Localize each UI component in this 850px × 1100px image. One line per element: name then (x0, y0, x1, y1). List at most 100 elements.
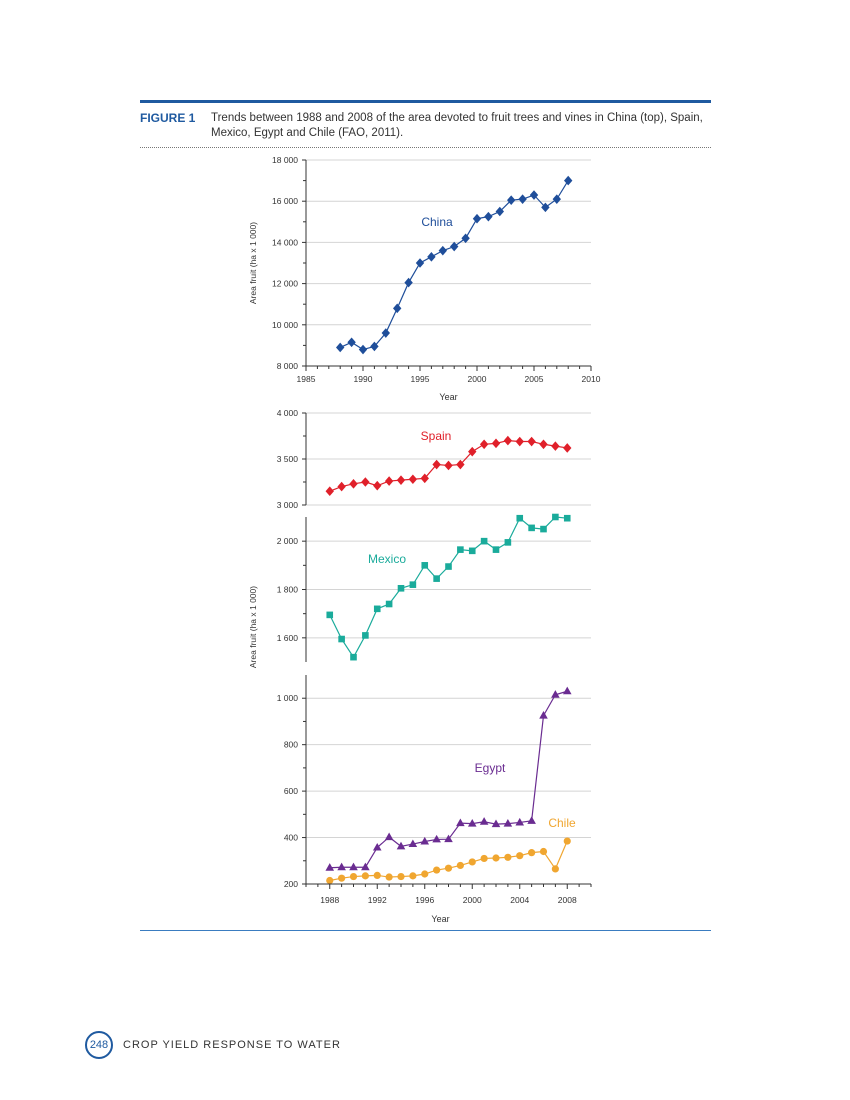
data-point-egypt (456, 818, 465, 827)
data-point-chile (409, 872, 417, 880)
data-point-mexico (445, 563, 452, 570)
data-point-egypt (408, 839, 418, 848)
data-point-mexico (540, 525, 547, 533)
data-point-egypt (372, 842, 382, 851)
data-point-china (541, 202, 550, 213)
data-point-china (381, 328, 390, 338)
data-point-china (347, 337, 356, 348)
data-point-chile (397, 872, 405, 881)
series-line-china (339, 180, 569, 351)
x-tick-label: 1985 (297, 374, 316, 384)
data-point-mexico (385, 600, 393, 608)
data-point-spain (444, 460, 453, 471)
data-point-mexico (468, 547, 476, 555)
y-tick-label: 12 000 (272, 279, 298, 289)
series-label-chile: Chile (548, 816, 576, 830)
data-point-spain (361, 477, 370, 487)
data-point-spain (468, 446, 477, 457)
x-tick-label: 2005 (525, 374, 544, 384)
data-point-china (358, 344, 368, 355)
x-axis-label: Year (431, 914, 449, 924)
data-point-china (404, 277, 413, 288)
data-point-spain (456, 459, 465, 470)
data-point-china (415, 258, 425, 268)
data-point-spain (408, 474, 418, 485)
data-point-china (370, 341, 379, 352)
y-tick-label: 8 000 (277, 361, 299, 371)
data-point-spain (479, 439, 489, 450)
y-tick-label: 2 000 (277, 536, 299, 546)
y-tick-label: 600 (284, 786, 298, 796)
data-point-mexico (397, 584, 405, 592)
data-point-egypt (467, 819, 477, 827)
data-point-egypt (527, 816, 536, 824)
series-label-mexico: Mexico (368, 552, 406, 566)
series-label-spain: Spain (421, 429, 452, 443)
data-point-egypt (551, 690, 560, 698)
data-point-chile (539, 847, 548, 856)
y-tick-label: 1 800 (277, 585, 299, 595)
running-title: CROP YIELD RESPONSE TO WATER (123, 1039, 341, 1051)
x-tick-label: 1988 (320, 895, 339, 905)
data-point-mexico (433, 575, 440, 582)
y-tick-label: 16 000 (272, 196, 298, 206)
data-point-spain (503, 435, 513, 446)
data-point-mexico (504, 539, 512, 546)
data-point-spain (396, 475, 406, 485)
data-point-mexico (563, 514, 571, 522)
data-point-spain (491, 438, 501, 449)
y-tick-label: 400 (284, 833, 298, 843)
data-point-mexico (338, 635, 345, 643)
data-point-mexico (350, 653, 357, 661)
figure-top-rule (140, 100, 711, 103)
data-point-egypt (539, 711, 548, 719)
data-point-chile (338, 874, 346, 882)
data-point-chile (326, 876, 334, 885)
data-point-chile (385, 873, 393, 881)
figure-caption: Trends between 1988 and 2008 of the area… (211, 112, 703, 139)
data-point-egypt (384, 832, 394, 841)
data-point-chile (492, 854, 500, 862)
series-label-egypt: Egypt (475, 761, 506, 775)
data-point-chile (528, 849, 536, 857)
y-axis-label: Area fruit (ha x 1 000) (248, 586, 258, 668)
x-tick-label: 1995 (411, 374, 430, 384)
y-tick-label: 4 000 (277, 408, 299, 418)
data-point-mexico (457, 546, 464, 553)
data-point-china (336, 342, 345, 353)
data-point-spain (337, 481, 346, 492)
x-tick-label: 2010 (582, 374, 601, 384)
y-tick-label: 1 000 (277, 693, 299, 703)
x-tick-label: 1996 (415, 895, 434, 905)
caption-divider (140, 147, 711, 148)
data-point-egypt (503, 819, 513, 827)
data-point-spain (551, 441, 560, 451)
data-point-mexico (528, 524, 535, 532)
data-point-spain (515, 436, 524, 447)
y-tick-label: 1 600 (277, 633, 299, 643)
data-point-china (472, 213, 482, 224)
data-point-egypt (479, 817, 489, 825)
series-label-china: China (421, 215, 453, 229)
data-point-china (529, 190, 539, 200)
page-number: 248 (85, 1031, 113, 1059)
data-point-china (484, 211, 493, 222)
data-point-china (552, 194, 561, 204)
data-point-chile (516, 852, 524, 860)
x-tick-label: 2000 (468, 374, 487, 384)
data-point-chile (433, 866, 441, 874)
data-point-chile (563, 837, 571, 845)
x-tick-label: 1990 (354, 374, 373, 384)
data-point-chile (468, 858, 476, 866)
x-tick-label: 1992 (368, 895, 387, 905)
data-point-mexico (326, 611, 334, 619)
data-point-egypt (444, 834, 453, 843)
data-point-china (507, 195, 516, 205)
data-point-spain (539, 439, 548, 450)
data-point-egypt (325, 863, 335, 871)
data-point-china (450, 241, 459, 252)
y-axis-label: Area fruit (ha x 1 000) (248, 222, 258, 304)
data-point-egypt (515, 817, 525, 826)
data-point-mexico (373, 605, 381, 613)
